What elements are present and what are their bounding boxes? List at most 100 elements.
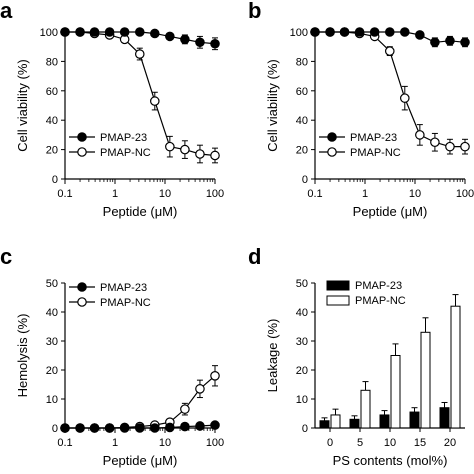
legend-marker	[327, 147, 337, 157]
y-axis-label: Cell viability (%)	[15, 59, 30, 151]
y-tick-label: 0	[52, 423, 58, 435]
data-point	[460, 37, 470, 48]
data-point	[180, 404, 190, 414]
data-point	[75, 423, 85, 433]
series-pmap-23	[319, 401, 450, 429]
legend: PMAP-23 PMAP-NC	[326, 280, 406, 307]
x-tick-label: 1	[112, 437, 118, 449]
data-point	[354, 27, 365, 37]
y-tick-label: 40	[46, 307, 58, 319]
data-point	[149, 96, 160, 106]
legend-label: PMAP-NC	[355, 295, 406, 307]
data-point	[134, 49, 145, 59]
data-point	[399, 93, 410, 103]
series-pmap-23	[310, 27, 470, 48]
x-tick-label: 100	[456, 188, 474, 200]
data-point	[149, 28, 160, 39]
x-tick-label: 10	[384, 437, 396, 449]
series-pmap-nc	[60, 365, 220, 433]
y-tick-label: 20	[46, 145, 58, 157]
y-tick-label: 30	[296, 336, 308, 348]
y-tick-label: 10	[296, 394, 308, 406]
y-tick-label: 40	[46, 115, 58, 127]
panel-a: a 0 20 40 60 80 100 Cell viability (%) 0.1 1 10 100…	[0, 0, 224, 219]
legend-marker	[77, 132, 87, 142]
legend-label: PMAP-23	[355, 280, 402, 292]
x-tick-label: 0.1	[307, 188, 322, 200]
y-tick-label: 100	[40, 27, 58, 39]
data-point	[369, 27, 380, 37]
bar	[409, 411, 420, 429]
legend-swatch	[326, 280, 350, 291]
legend-label: PMAP-23	[350, 132, 397, 144]
data-point	[180, 34, 190, 45]
y-tick-label: 60	[296, 86, 308, 98]
x-axis-label: Peptide (μM)	[353, 204, 428, 219]
x-tick-label: 5	[357, 437, 363, 449]
x-tick-label: 10	[409, 188, 421, 200]
data-point	[210, 420, 220, 430]
legend-label: PMAP-NC	[100, 297, 151, 309]
legend-label: PMAP-23	[100, 282, 147, 294]
legend-marker	[77, 282, 87, 292]
data-point	[384, 27, 395, 37]
bar	[390, 355, 401, 429]
y-tick-label: 20	[46, 365, 58, 377]
x-tick-label: 20	[444, 437, 456, 449]
data-point	[325, 27, 335, 37]
legend-label: PMAP-23	[100, 132, 147, 144]
y-tick-label: 30	[46, 336, 58, 348]
y-tick-label: 40	[296, 115, 308, 127]
y-tick-label: 0	[302, 174, 308, 186]
panel-label: a	[0, 0, 13, 23]
x-axis-label: Peptide (μM)	[103, 204, 178, 219]
series-pmap-nc	[330, 294, 461, 429]
data-point	[134, 423, 145, 433]
data-point	[134, 27, 145, 37]
panel-label: c	[0, 244, 12, 269]
y-tick-label: 20	[296, 365, 308, 377]
y-tick-label: 0	[52, 174, 58, 186]
data-point	[89, 27, 100, 37]
y-tick-label: 50	[296, 278, 308, 290]
data-point	[384, 46, 395, 56]
data-point	[75, 27, 85, 37]
data-point	[89, 423, 100, 433]
y-tick-label: 60	[46, 86, 58, 98]
data-point	[195, 421, 205, 431]
x-tick-label: 1	[112, 188, 118, 200]
y-tick-label: 100	[290, 27, 308, 39]
data-point	[445, 36, 455, 46]
x-axis-label: PS contents (mol%)	[333, 453, 448, 468]
data-point	[415, 30, 425, 40]
x-tick-label: 100	[206, 188, 224, 200]
y-tick-label: 80	[46, 56, 58, 68]
data-point	[210, 370, 220, 381]
data-point	[165, 141, 175, 152]
y-axis-label: Leakage (%)	[265, 319, 280, 393]
data-point	[339, 27, 350, 37]
legend-label: PMAP-NC	[100, 147, 151, 159]
panel-d: d 0 10 20 30 40 50 Leakage (%) 0 5 10 15 20 PS conten…	[248, 244, 465, 468]
data-point	[119, 423, 130, 433]
series-pmap-23	[60, 420, 220, 433]
data-point	[180, 421, 190, 432]
data-point	[445, 141, 455, 152]
bar	[349, 418, 360, 429]
legend-marker	[327, 132, 337, 142]
data-point	[399, 27, 410, 37]
y-tick-label: 50	[46, 278, 58, 290]
x-tick-label: 1	[362, 188, 368, 200]
bar	[319, 420, 330, 429]
x-tick-label: 10	[159, 437, 171, 449]
data-point	[119, 27, 130, 37]
y-tick-label: 20	[296, 145, 308, 157]
y-tick-label: 40	[296, 307, 308, 319]
y-tick-label: 80	[296, 56, 308, 68]
x-tick-label: 15	[414, 437, 426, 449]
data-point	[104, 423, 115, 433]
x-axis-label: Peptide (μM)	[103, 453, 178, 468]
x-tick-label: 0.1	[57, 188, 72, 200]
y-axis-label: Hemolysis (%)	[15, 314, 30, 398]
